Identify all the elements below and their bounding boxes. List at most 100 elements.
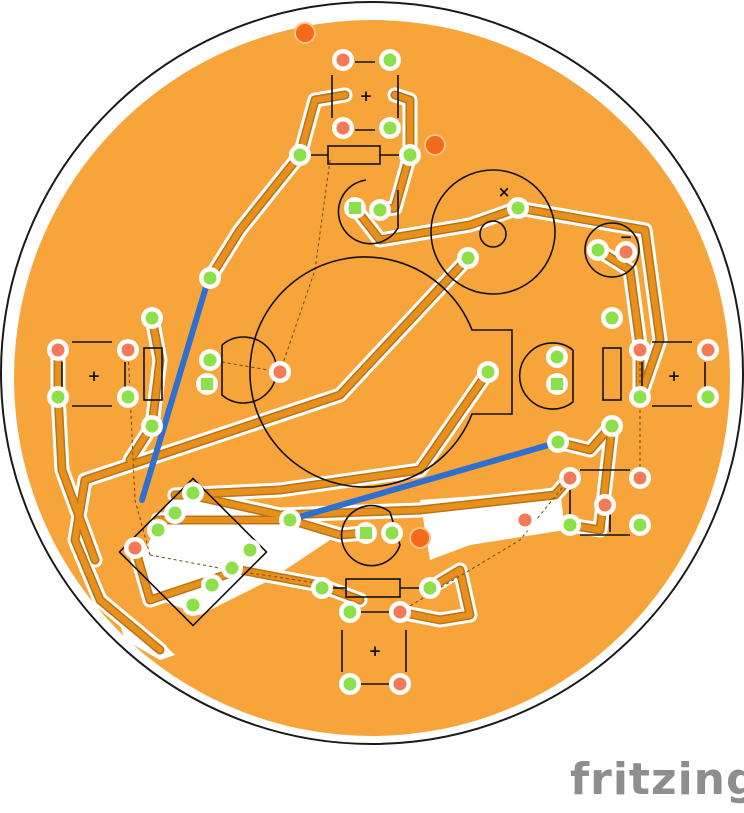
transistor-right-outline bbox=[518, 342, 574, 410]
pad bbox=[605, 311, 619, 325]
pad bbox=[393, 677, 407, 691]
pad bbox=[551, 378, 563, 390]
buzzer-center bbox=[479, 220, 507, 248]
cap-left-outline bbox=[61, 341, 126, 407]
jumper-wire-right bbox=[293, 441, 555, 521]
pad bbox=[343, 605, 357, 619]
pad bbox=[461, 251, 475, 265]
trace-right-arm bbox=[515, 205, 663, 401]
pad bbox=[336, 121, 350, 135]
pad bbox=[481, 365, 495, 379]
pad bbox=[293, 148, 307, 162]
pad bbox=[598, 498, 612, 512]
pad bbox=[128, 541, 142, 555]
cap-lower-right-outline bbox=[569, 469, 630, 536]
pad bbox=[121, 343, 135, 357]
trace-upper-left-arm bbox=[207, 152, 303, 281]
pad bbox=[205, 578, 219, 592]
pad bbox=[315, 581, 329, 595]
polarity-plus: + bbox=[369, 642, 382, 660]
polarity-plus: + bbox=[360, 87, 373, 105]
pad bbox=[563, 518, 577, 532]
via-marker bbox=[409, 527, 431, 549]
via-marker bbox=[294, 22, 316, 44]
ratsnest-line bbox=[279, 159, 331, 373]
pad bbox=[203, 353, 217, 367]
via-markers bbox=[294, 22, 446, 549]
pad bbox=[145, 419, 159, 433]
ic-outline bbox=[118, 477, 268, 627]
pad bbox=[605, 419, 619, 433]
silkscreen-layer bbox=[61, 61, 706, 685]
pad bbox=[563, 471, 577, 485]
pad bbox=[201, 378, 213, 390]
pad bbox=[51, 343, 65, 357]
trace-left-pads bbox=[127, 315, 163, 463]
pad bbox=[186, 598, 200, 612]
trace-left-column bbox=[55, 347, 98, 563]
cap-bottom-outline bbox=[341, 611, 407, 685]
pad bbox=[633, 390, 647, 404]
pad bbox=[633, 471, 647, 485]
trace-diagonal-upper bbox=[72, 255, 471, 653]
pad bbox=[383, 53, 397, 67]
trace-mid-horizontal bbox=[155, 517, 369, 538]
pad bbox=[633, 343, 647, 357]
pad bbox=[550, 350, 564, 364]
trace-core-layer bbox=[55, 92, 663, 653]
cap-top-outline bbox=[331, 61, 399, 131]
pad bbox=[373, 203, 387, 217]
pad bbox=[701, 343, 715, 357]
pad bbox=[243, 543, 257, 557]
pad bbox=[168, 506, 182, 520]
led-right-outline bbox=[584, 222, 640, 278]
pad bbox=[151, 523, 165, 537]
pad bbox=[518, 513, 532, 527]
pad bbox=[511, 201, 525, 215]
pad bbox=[349, 202, 361, 214]
pad bbox=[423, 581, 437, 595]
resistor-right-body bbox=[602, 347, 622, 401]
trace-top-left-loop bbox=[297, 92, 348, 158]
pad bbox=[203, 271, 217, 285]
pad bbox=[51, 390, 65, 404]
trace-transistor-top bbox=[352, 205, 521, 243]
pad bbox=[383, 121, 397, 135]
component-pads bbox=[47, 49, 719, 695]
jumper-wires bbox=[139, 284, 555, 521]
via-marker bbox=[424, 134, 446, 156]
transistor-bottom-outline bbox=[340, 504, 401, 567]
pad bbox=[186, 486, 200, 500]
polarity-cross: × bbox=[498, 183, 511, 201]
pad bbox=[343, 677, 357, 691]
battery-holder-outline bbox=[249, 256, 513, 488]
pad bbox=[701, 390, 715, 404]
pad bbox=[393, 605, 407, 619]
pad bbox=[145, 311, 159, 325]
cap-right-outline bbox=[641, 341, 706, 407]
pad bbox=[633, 518, 647, 532]
pad bbox=[360, 527, 372, 539]
pad bbox=[551, 435, 565, 449]
trace-top-right-loop bbox=[392, 92, 413, 158]
transistor-top-outline bbox=[337, 179, 399, 245]
pad bbox=[121, 390, 135, 404]
trace-right-arm-inner bbox=[595, 247, 643, 401]
pad bbox=[283, 513, 297, 527]
polarity-plus: + bbox=[88, 367, 101, 385]
polarity-plus: + bbox=[668, 367, 681, 385]
trace-bottom-right bbox=[397, 567, 473, 623]
pad bbox=[225, 561, 239, 575]
pad bbox=[619, 245, 633, 259]
buzzer-outline bbox=[430, 169, 556, 295]
pad bbox=[403, 148, 417, 162]
pad bbox=[385, 526, 399, 540]
fritzing-logo-text: fritzing bbox=[570, 754, 744, 805]
pad bbox=[336, 53, 350, 67]
ratsnest-line bbox=[399, 477, 571, 613]
pad bbox=[591, 243, 605, 257]
jumper-wire-left bbox=[139, 284, 209, 503]
resistor-left-body bbox=[143, 347, 163, 401]
pad bbox=[273, 365, 287, 379]
trace-diagonal-lower bbox=[172, 369, 491, 498]
